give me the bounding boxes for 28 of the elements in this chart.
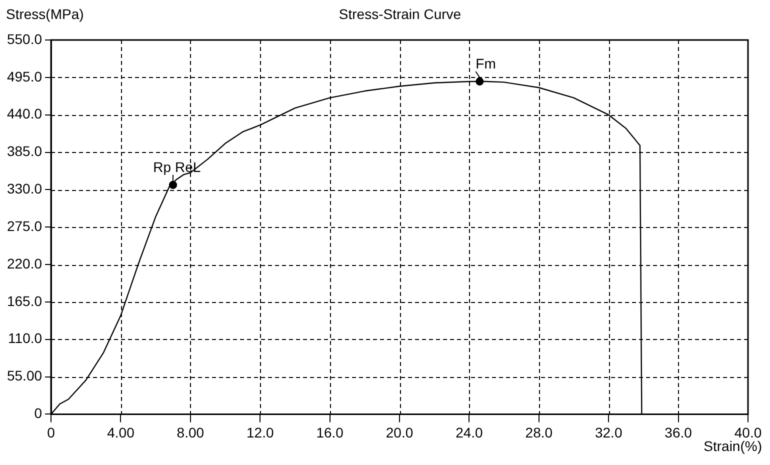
y-tick-label: 220.0 [6,255,42,272]
x-tick-label: 32.0 [594,424,622,440]
chart-title: Stress-Strain Curve [338,6,462,22]
x-tick-label: 4.00 [107,424,135,440]
y-tick-label: 440.0 [6,106,42,122]
y-tick-label: 550.0 [6,30,42,47]
data-label: Fm [476,55,496,72]
x-tick-label: 40.0 [734,424,762,440]
y-tick-label: 495.0 [6,68,42,84]
y-tick-label: 55.00 [6,368,42,384]
x-tick-label: 24.0 [456,424,484,440]
y-axis-title: Stress(MPa) [6,6,84,22]
y-tick-label: 275.0 [6,218,42,234]
x-tick-label: 0 [47,424,56,440]
y-tick-label: 330.0 [6,180,42,197]
y-tick-label: 165.0 [6,292,42,309]
y-tick-label: 385.0 [6,143,42,160]
x-tick-label: 12.0 [246,424,274,440]
y-tick-label: 0 [34,405,42,422]
data-label: ReL [175,158,201,175]
x-tick-label: 28.0 [525,424,553,440]
x-tick-label: 20.0 [386,424,414,440]
x-tick-label: 36.0 [664,424,692,440]
y-tick-label: 110.0 [8,330,42,346]
data-label: Rp [153,158,172,175]
x-tick-label: 8.00 [176,424,204,440]
x-axis-title: Strain(%) [704,438,762,454]
x-tick-label: 16.0 [316,424,344,440]
